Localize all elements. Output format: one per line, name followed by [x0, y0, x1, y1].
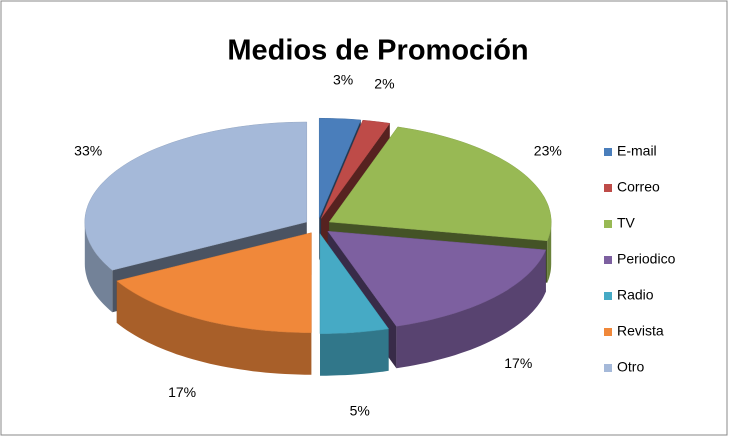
chart-title: Medios de Promoción: [227, 35, 528, 67]
slice-wall: [116, 280, 312, 375]
slice: [328, 126, 552, 242]
slice: [319, 232, 390, 334]
data-label: 17%: [168, 384, 196, 400]
data-label: 3%: [333, 72, 353, 88]
slice: [327, 230, 547, 327]
legend-label: Radio: [617, 287, 654, 303]
data-label: 5%: [350, 403, 370, 419]
legend-swatch: [604, 148, 612, 156]
slice: [84, 121, 308, 271]
legend-swatch: [604, 328, 612, 336]
legend-label: E-mail: [617, 143, 657, 159]
legend-label: Otro: [617, 359, 644, 375]
legend-swatch: [604, 184, 612, 192]
data-label: 17%: [504, 355, 532, 371]
legend-swatch: [604, 256, 612, 264]
legend-label: TV: [617, 215, 636, 231]
legend-swatch: [604, 220, 612, 228]
slice-wall: [547, 222, 552, 283]
legend-label: Periodico: [617, 251, 676, 267]
slice: [116, 232, 312, 333]
slice-wall: [84, 222, 113, 313]
slice-wall: [396, 249, 546, 369]
legend-label: Correo: [617, 179, 660, 195]
data-label: 23%: [534, 142, 562, 158]
legend-swatch: [604, 292, 612, 300]
data-label: 2%: [374, 75, 394, 91]
legend-swatch: [604, 364, 612, 372]
data-label: 33%: [74, 142, 102, 158]
slice-wall: [320, 328, 389, 376]
slice: [318, 117, 362, 219]
legend-label: Revista: [617, 323, 664, 339]
slice: [320, 119, 391, 219]
